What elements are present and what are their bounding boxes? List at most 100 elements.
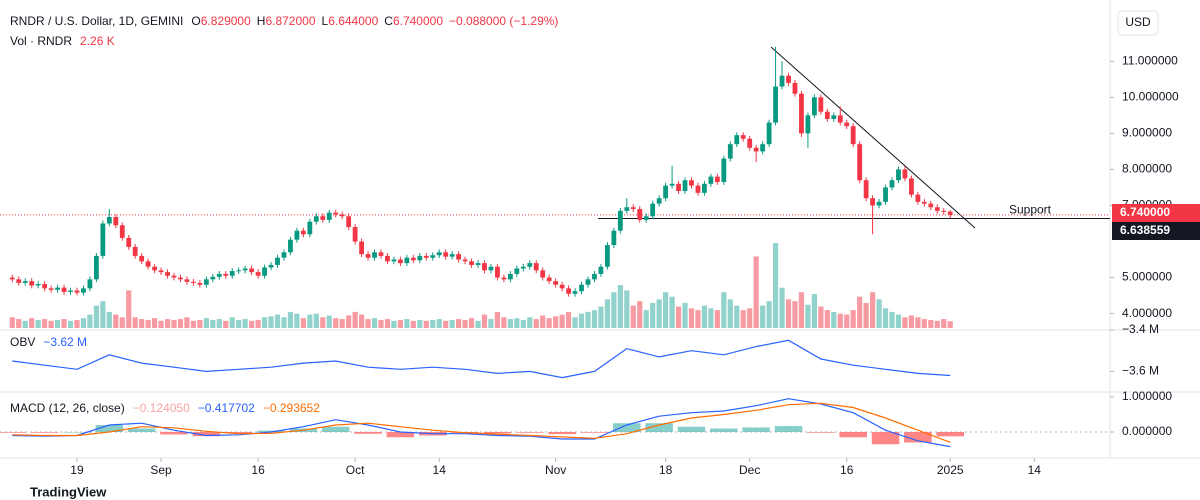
volume-bar	[184, 317, 190, 328]
candle-body	[682, 180, 688, 192]
volume-bar	[236, 319, 242, 328]
candle-body	[210, 276, 216, 280]
legend-value: 6.740000	[393, 14, 443, 28]
candle-body	[896, 169, 901, 181]
volume-bar	[397, 319, 404, 328]
support-price-box	[1112, 222, 1200, 240]
volume-bar	[585, 311, 591, 328]
obv-title: OBV	[10, 335, 35, 349]
candle-body	[404, 257, 410, 264]
candle-body	[708, 176, 714, 184]
volume-bar	[863, 302, 869, 328]
volume-bar	[339, 319, 345, 328]
volume-bar	[546, 318, 552, 328]
candle-body	[236, 270, 242, 272]
volume-bar	[449, 319, 455, 328]
candle-body	[9, 277, 15, 280]
legend-value: 6.829000	[201, 14, 251, 28]
macd-tick-label: 0.000000	[1122, 424, 1172, 438]
volume-bar	[818, 306, 824, 328]
candle-body	[378, 252, 384, 256]
volume-bar	[598, 306, 604, 328]
volume-bar	[352, 311, 358, 328]
candle-body	[604, 245, 610, 267]
candle-body	[779, 75, 785, 87]
candle-body	[300, 230, 306, 235]
volume-bar	[462, 319, 468, 328]
candle-body	[74, 290, 80, 293]
macd-line	[12, 398, 951, 448]
candle-body	[326, 212, 332, 220]
candle-body	[572, 291, 578, 294]
volume-bar	[688, 308, 695, 328]
volume-bar	[281, 317, 287, 328]
macd-histogram-bar	[95, 424, 124, 432]
volume-bar	[895, 314, 902, 328]
candle-body	[831, 115, 837, 119]
volume-bar	[287, 311, 294, 328]
currency-label[interactable]: USD	[1125, 15, 1151, 29]
candle-body	[29, 281, 35, 286]
candle-body	[55, 287, 60, 290]
candle-body	[721, 158, 727, 183]
volume-bar	[320, 317, 326, 328]
volume-bar	[404, 319, 410, 328]
volume-bar	[520, 319, 526, 328]
macd-histogram-bar	[645, 423, 673, 432]
macd-tick-label: 1.000000	[1122, 389, 1172, 403]
volume-bar	[805, 304, 811, 328]
volume-bar	[824, 310, 830, 328]
volume-bar	[430, 319, 436, 328]
x-tick-label: Dec	[739, 463, 760, 477]
candle-body	[158, 270, 164, 273]
candle-body	[553, 281, 559, 285]
volume-bar	[417, 319, 423, 328]
obv-line	[12, 339, 951, 379]
candle-body	[262, 267, 267, 276]
candle-body	[540, 270, 546, 278]
candle-body	[844, 122, 850, 127]
candle-body	[592, 273, 597, 280]
volume-bar	[326, 315, 332, 328]
candle-body	[495, 266, 500, 278]
volume-bar	[921, 319, 927, 328]
candle-body	[398, 259, 403, 264]
candle-body	[747, 138, 753, 148]
macd-histogram-bar	[127, 428, 156, 432]
volume-bar	[792, 301, 798, 328]
volume-bar	[164, 319, 171, 328]
candle-body	[786, 75, 791, 83]
candle-body	[760, 144, 766, 152]
volume-bar	[358, 314, 365, 328]
volume-bar	[67, 320, 74, 328]
candle-body	[139, 255, 145, 262]
candle-body	[527, 263, 533, 267]
legend-key: H	[257, 14, 266, 28]
candle-body	[947, 211, 953, 215]
volume-bar	[307, 314, 313, 328]
y-tick-label: 9.000000	[1122, 126, 1172, 140]
candle-body	[488, 266, 494, 271]
macd-histogram-bar	[257, 430, 285, 432]
volume-bar	[87, 314, 93, 328]
candle-body	[889, 180, 895, 188]
candle-body	[106, 216, 112, 224]
volume-bar	[656, 299, 662, 328]
volume-bar	[80, 318, 87, 328]
volume-bar	[908, 315, 915, 328]
candle-body	[132, 246, 138, 256]
x-tick-label: 16	[251, 463, 265, 477]
candle-body	[928, 203, 934, 208]
volume-bar	[371, 318, 378, 328]
candle-body	[352, 227, 358, 242]
candle-body	[469, 261, 474, 265]
volume-bar	[22, 320, 28, 328]
candle-body	[475, 263, 481, 265]
macd-histogram-bar	[710, 428, 738, 432]
candle-body	[507, 273, 513, 280]
candle-body	[617, 210, 623, 231]
candle-body	[727, 144, 733, 159]
currency-button[interactable]	[1117, 10, 1159, 36]
candle-body	[482, 263, 487, 271]
volume-bar	[682, 302, 688, 328]
